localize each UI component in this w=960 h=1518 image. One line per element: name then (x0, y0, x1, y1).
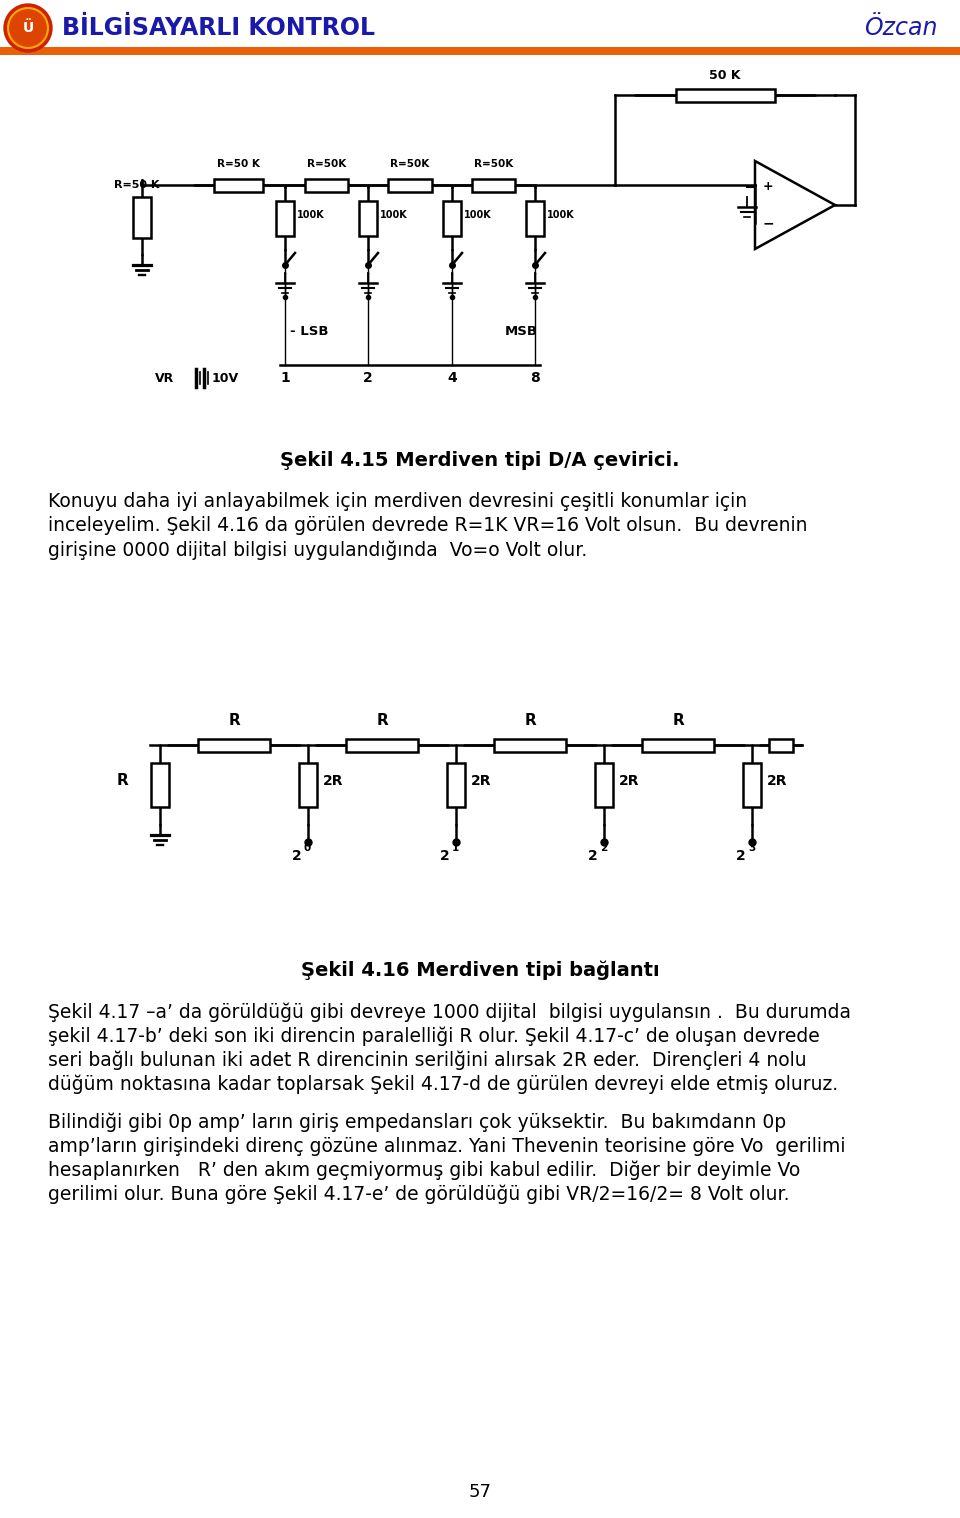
Bar (595, 764, 613, 808)
Text: 10V: 10V (212, 372, 239, 384)
Bar (388, 179, 432, 191)
Bar (770, 738, 793, 751)
Circle shape (8, 8, 48, 49)
Text: amp’ların girişindeki direnç gözüne alınmaz. Yani Thevenin teorisine göre Vo  ge: amp’ların girişindeki direnç gözüne alın… (48, 1137, 846, 1157)
Text: 50 K: 50 K (709, 68, 741, 82)
Text: inceleyelim. Şekil 4.16 da görülen devrede R=1K VR=16 Volt olsun.  Bu devrenin: inceleyelim. Şekil 4.16 da görülen devre… (48, 516, 807, 534)
Text: +: + (763, 181, 774, 193)
Text: R=50 K: R=50 K (217, 159, 260, 168)
Text: 2: 2 (363, 370, 372, 386)
Bar (641, 738, 714, 751)
Text: R=50K: R=50K (307, 159, 347, 168)
Text: Özcan: Özcan (865, 17, 938, 39)
Text: 3: 3 (748, 842, 756, 853)
Text: - LSB: - LSB (290, 325, 328, 339)
Text: 1: 1 (280, 370, 290, 386)
Bar (0, 47, 960, 55)
Text: R=50 K: R=50 K (114, 181, 159, 190)
Bar (443, 202, 461, 235)
Text: 2: 2 (736, 849, 746, 864)
Bar (471, 179, 516, 191)
Text: 100K: 100K (380, 209, 408, 220)
Bar (526, 202, 544, 235)
Text: 57: 57 (468, 1483, 492, 1501)
Bar (276, 202, 294, 235)
Text: 2R: 2R (619, 774, 639, 788)
Text: 100K: 100K (464, 209, 492, 220)
Text: 2: 2 (588, 849, 598, 864)
Text: −: − (763, 216, 775, 231)
Bar (493, 738, 566, 751)
Bar (304, 179, 348, 191)
Text: 2R: 2R (323, 774, 344, 788)
Bar (198, 738, 271, 751)
Text: 100K: 100K (547, 209, 575, 220)
Text: 1: 1 (452, 842, 459, 853)
Text: 100K: 100K (297, 209, 324, 220)
Text: MSB: MSB (505, 325, 538, 339)
Text: R: R (228, 713, 240, 729)
Text: Konuyu daha iyi anlayabilmek için merdiven devresini çeşitli konumlar için: Konuyu daha iyi anlayabilmek için merdiv… (48, 492, 747, 512)
Text: VR: VR (155, 372, 175, 384)
Bar (447, 764, 465, 808)
Text: 2: 2 (441, 849, 450, 864)
Text: girişine 0000 dijital bilgisi uygulandığında  Vo=o Volt olur.: girişine 0000 dijital bilgisi uygulandığ… (48, 540, 588, 560)
Circle shape (4, 5, 52, 52)
Bar (743, 764, 761, 808)
Text: Şekil 4.17 –a’ da görüldüğü gibi devreye 1000 dijital  bilgisi uygulansın .  Bu : Şekil 4.17 –a’ da görüldüğü gibi devreye… (48, 1003, 851, 1023)
Bar (359, 202, 377, 235)
Text: R: R (376, 713, 388, 729)
Text: 2R: 2R (767, 774, 787, 788)
Text: BİLGİSAYARLI KONTROL: BİLGİSAYARLI KONTROL (62, 17, 375, 39)
Bar (299, 764, 317, 808)
Text: 8: 8 (530, 370, 540, 386)
Bar (133, 197, 151, 238)
Text: 2: 2 (600, 842, 608, 853)
Text: Ü: Ü (22, 21, 34, 35)
Text: R: R (116, 773, 128, 788)
Text: Şekil 4.15 Merdiven tipi D/A çevirici.: Şekil 4.15 Merdiven tipi D/A çevirici. (280, 451, 680, 469)
Text: hesaplanırken   R’ den akım geçmiyormuş gibi kabul edilir.  Diğer bir deyimle Vo: hesaplanırken R’ den akım geçmiyormuş gi… (48, 1161, 801, 1181)
Text: R=50K: R=50K (474, 159, 514, 168)
Text: düğüm noktasına kadar toplarsak Şekil 4.17-d de gürülen devreyi elde etmiş oluru: düğüm noktasına kadar toplarsak Şekil 4.… (48, 1075, 838, 1094)
Text: Şekil 4.16 Merdiven tipi bağlantı: Şekil 4.16 Merdiven tipi bağlantı (300, 961, 660, 979)
Bar (151, 764, 169, 808)
Text: 2: 2 (292, 849, 302, 864)
Text: R=50K: R=50K (391, 159, 430, 168)
Text: seri bağlı bulunan iki adet R direncinin serilğini alırsak 2R eder.  Dirençleri : seri bağlı bulunan iki adet R direncinin… (48, 1050, 806, 1070)
Bar (676, 88, 775, 102)
Text: R: R (524, 713, 536, 729)
Text: 4: 4 (447, 370, 457, 386)
Bar (214, 179, 263, 191)
Text: R: R (672, 713, 684, 729)
Text: gerilimi olur. Buna göre Şekil 4.17-e’ de görüldüğü gibi VR/2=16/2= 8 Volt olur.: gerilimi olur. Buna göre Şekil 4.17-e’ d… (48, 1186, 789, 1204)
Bar (346, 738, 419, 751)
Text: 0: 0 (304, 842, 311, 853)
Text: şekil 4.17-b’ deki son iki direncin paralelliği R olur. Şekil 4.17-c’ de oluşan : şekil 4.17-b’ deki son iki direncin para… (48, 1028, 820, 1046)
Text: Bilindiği gibi 0p amp’ ların giriş empedansları çok yüksektir.  Bu bakımdann 0p: Bilindiği gibi 0p amp’ ların giriş emped… (48, 1113, 786, 1132)
Text: 2R: 2R (471, 774, 492, 788)
